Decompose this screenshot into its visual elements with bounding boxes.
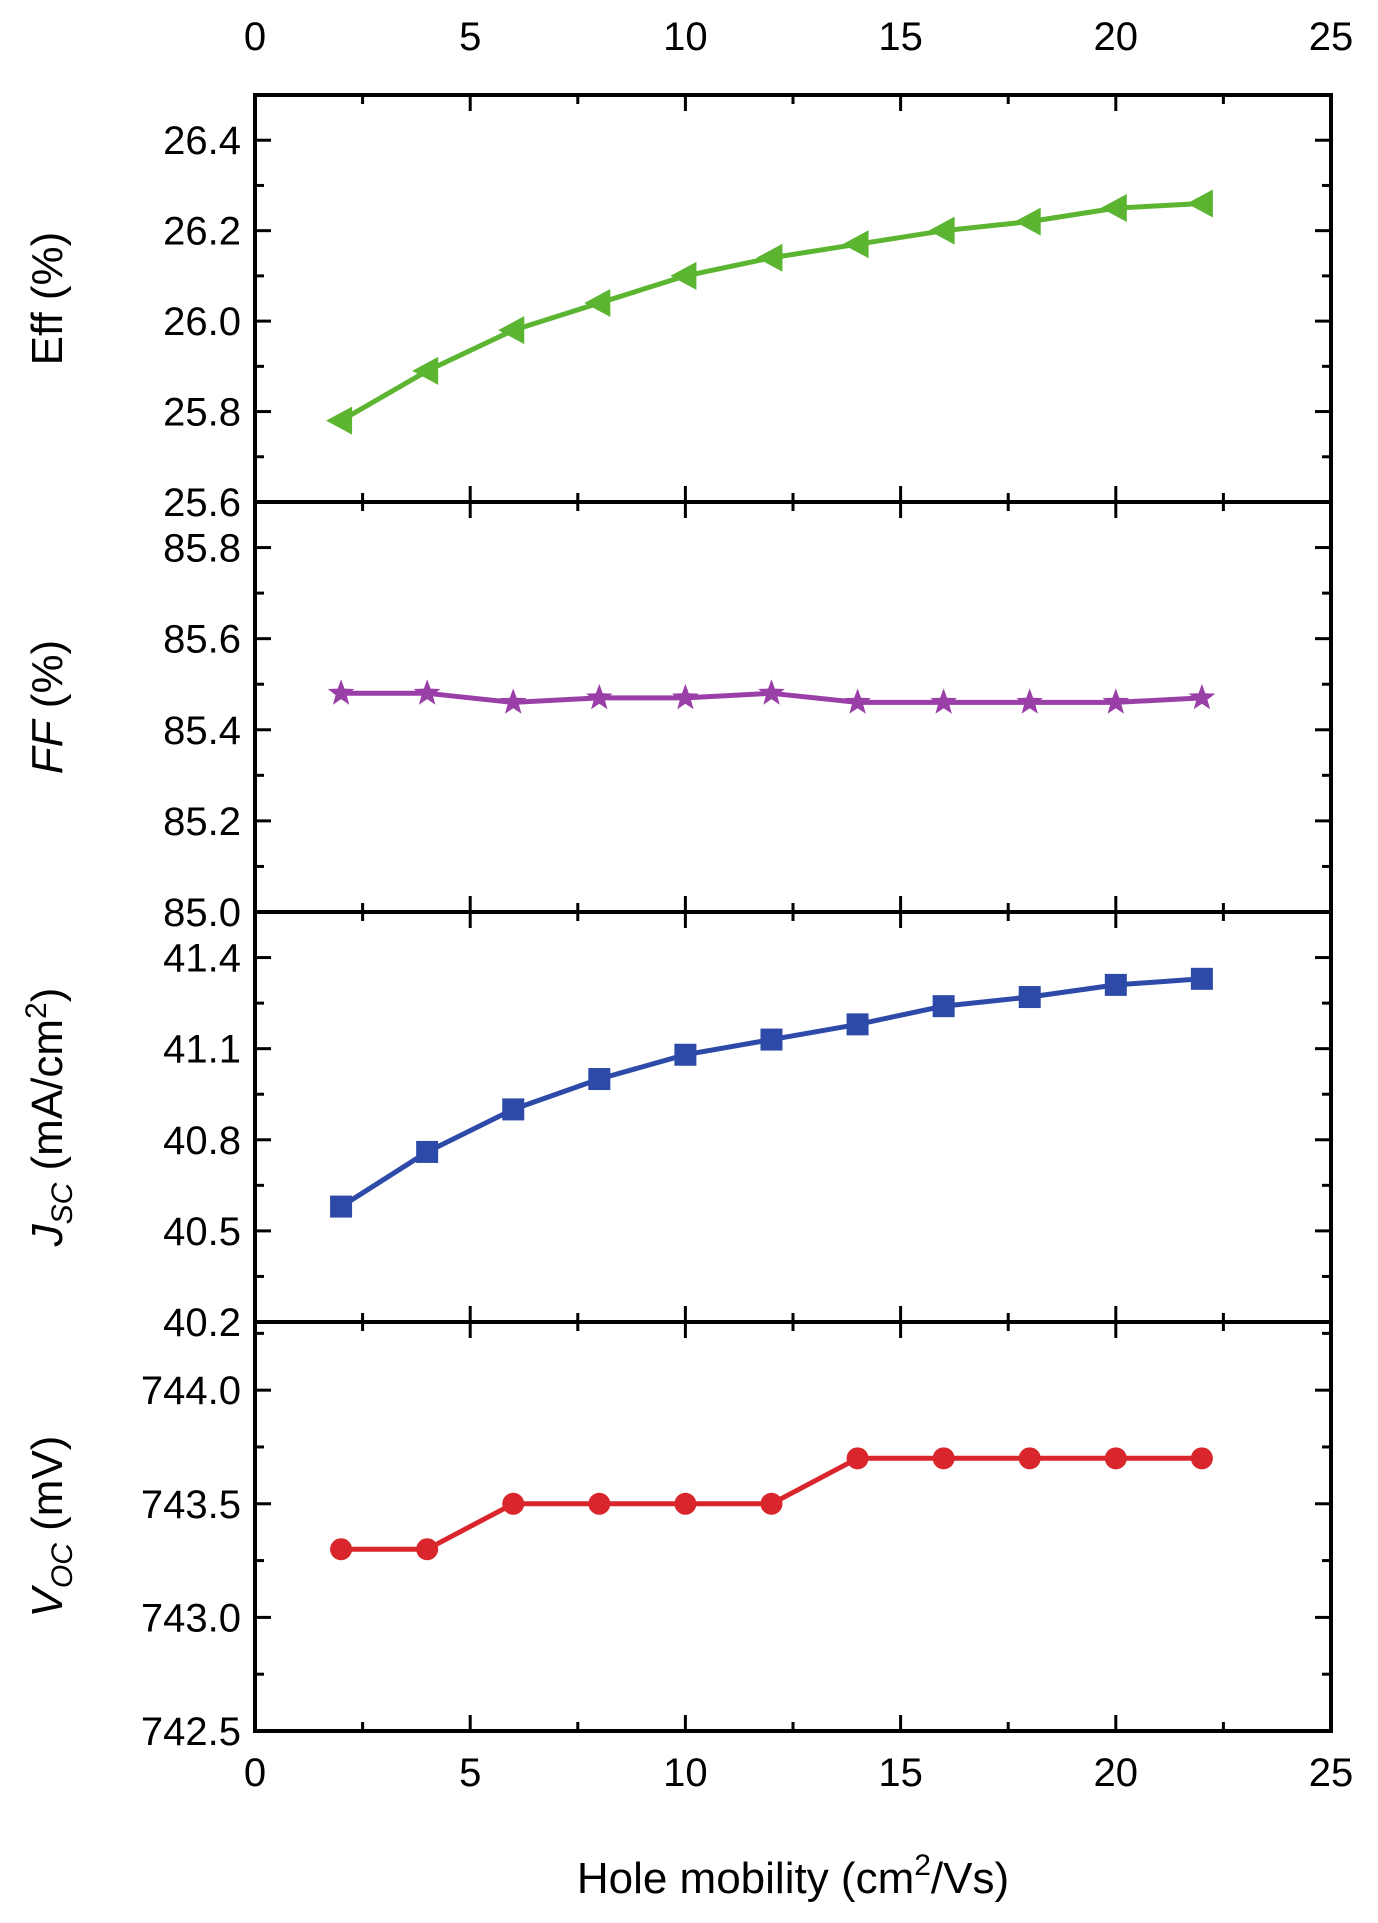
data-point-voc <box>588 1492 611 1515</box>
x-tick-label-top: 5 <box>459 15 481 59</box>
data-point-jsc <box>932 995 955 1018</box>
data-point-voc <box>846 1447 869 1470</box>
y-tick-label: 743.5 <box>141 1483 241 1527</box>
data-point-jsc <box>416 1140 439 1163</box>
data-point-eff <box>670 261 697 290</box>
data-point-jsc <box>674 1043 697 1066</box>
x-tick-label-top: 10 <box>663 15 708 59</box>
data-point-ff <box>758 679 785 705</box>
data-point-eff <box>326 406 353 435</box>
data-point-eff <box>756 243 783 272</box>
x-tick-label: 0 <box>244 1751 266 1795</box>
y-tick-label: 743.0 <box>141 1596 241 1640</box>
y-tick-label: 85.0 <box>163 891 241 935</box>
data-point-jsc <box>1018 986 1041 1009</box>
data-point-eff <box>1014 207 1041 236</box>
data-point-ff <box>1102 688 1130 714</box>
data-point-voc <box>502 1492 525 1515</box>
data-point-eff <box>1186 189 1213 218</box>
data-point-voc <box>330 1538 353 1561</box>
x-tick-label: 5 <box>459 1751 481 1795</box>
data-point-jsc <box>502 1098 525 1121</box>
data-point-eff <box>842 230 869 259</box>
series-line-jsc <box>339 976 1203 1209</box>
y-tick-label: 41.1 <box>163 1028 241 1072</box>
data-point-voc <box>932 1447 955 1470</box>
y-tick-label: 85.2 <box>163 800 241 844</box>
x-tick-label: 25 <box>1309 1751 1354 1795</box>
y-tick-label: 744.0 <box>141 1369 241 1413</box>
data-point-ff <box>1188 683 1216 710</box>
data-point-jsc <box>330 1195 353 1218</box>
panel-frame <box>253 910 1333 1324</box>
y-axis-title: Eff (%) <box>23 232 72 366</box>
y-tick-label: 26.0 <box>163 300 241 344</box>
panel-eff: 25.6 25.8 26.0 26.2 26.4 Eff (%) <box>23 93 1333 525</box>
y-tick-label: 40.5 <box>163 1210 241 1254</box>
data-point-ff <box>327 679 355 705</box>
y-tick-label: 85.8 <box>163 527 241 571</box>
data-point-voc <box>1190 1447 1213 1470</box>
y-tick-label: 26.2 <box>163 210 241 254</box>
y-tick-label: 25.8 <box>163 391 241 435</box>
data-point-voc <box>1018 1447 1041 1470</box>
x-tick-label: 15 <box>878 1751 923 1795</box>
data-point-jsc <box>846 1013 869 1036</box>
x-tick-label-top: 20 <box>1094 15 1139 59</box>
series-line-eff <box>339 201 1203 423</box>
y-tick-label: 85.6 <box>163 618 241 662</box>
panel-jsc: 40.2 40.5 40.8 41.1 41.4 JSC (mA/cm2) <box>20 910 1333 1345</box>
data-point-eff <box>1100 194 1127 223</box>
y-tick-label: 41.4 <box>163 937 241 981</box>
panel-frame <box>253 1320 1333 1733</box>
y-tick-label: 40.8 <box>163 1119 241 1163</box>
data-point-ff <box>586 683 613 710</box>
x-tick-label-top: 0 <box>244 15 266 59</box>
data-point-eff <box>498 316 525 345</box>
data-point-jsc <box>1190 967 1213 990</box>
y-tick-label: 26.4 <box>163 119 241 163</box>
x-tick-label: 10 <box>663 1751 708 1795</box>
data-point-ff <box>672 683 699 710</box>
data-point-ff <box>413 679 441 705</box>
data-point-eff <box>412 356 439 385</box>
y-tick-label: 40.2 <box>163 1301 241 1345</box>
x-tick-label-top: 15 <box>878 15 923 59</box>
y-tick-label: 742.5 <box>141 1710 241 1754</box>
data-point-ff <box>844 688 871 714</box>
y-axis-title: FF (%) <box>23 640 72 774</box>
panel-frame <box>253 500 1333 914</box>
data-point-jsc <box>760 1028 783 1051</box>
y-axis-title: JSC (mA/cm2) <box>20 988 79 1248</box>
x-axis-title: Hole mobility (cm2/Vs) <box>577 1849 1009 1903</box>
data-point-voc <box>416 1538 439 1561</box>
panel-frame <box>253 93 1333 504</box>
data-point-voc <box>760 1492 783 1515</box>
x-tick-label: 20 <box>1094 1751 1139 1795</box>
data-point-jsc <box>588 1068 611 1091</box>
data-point-ff <box>1016 688 1043 714</box>
y-axis-title: VOC (mV) <box>23 1436 79 1618</box>
x-axis: 0 0 5 5 10 10 15 15 20 20 25 25 Hole mobility (cm2/V… <box>244 15 1353 1903</box>
panel-ff: 85.0 85.2 85.4 85.6 85.8 FF (%) <box>23 500 1333 935</box>
data-point-eff <box>584 289 611 318</box>
data-point-jsc <box>1104 973 1127 996</box>
data-point-voc <box>674 1492 697 1515</box>
panel-voc: 742.5 743.0 743.5 744.0 VOC (mV) <box>23 1320 1333 1754</box>
data-point-ff <box>499 688 527 714</box>
x-tick-label-top: 25 <box>1309 15 1354 59</box>
data-point-ff <box>930 688 957 714</box>
y-tick-label: 25.6 <box>163 481 241 525</box>
data-point-voc <box>1104 1447 1127 1470</box>
data-point-eff <box>928 216 955 245</box>
y-tick-label: 85.4 <box>163 709 241 753</box>
